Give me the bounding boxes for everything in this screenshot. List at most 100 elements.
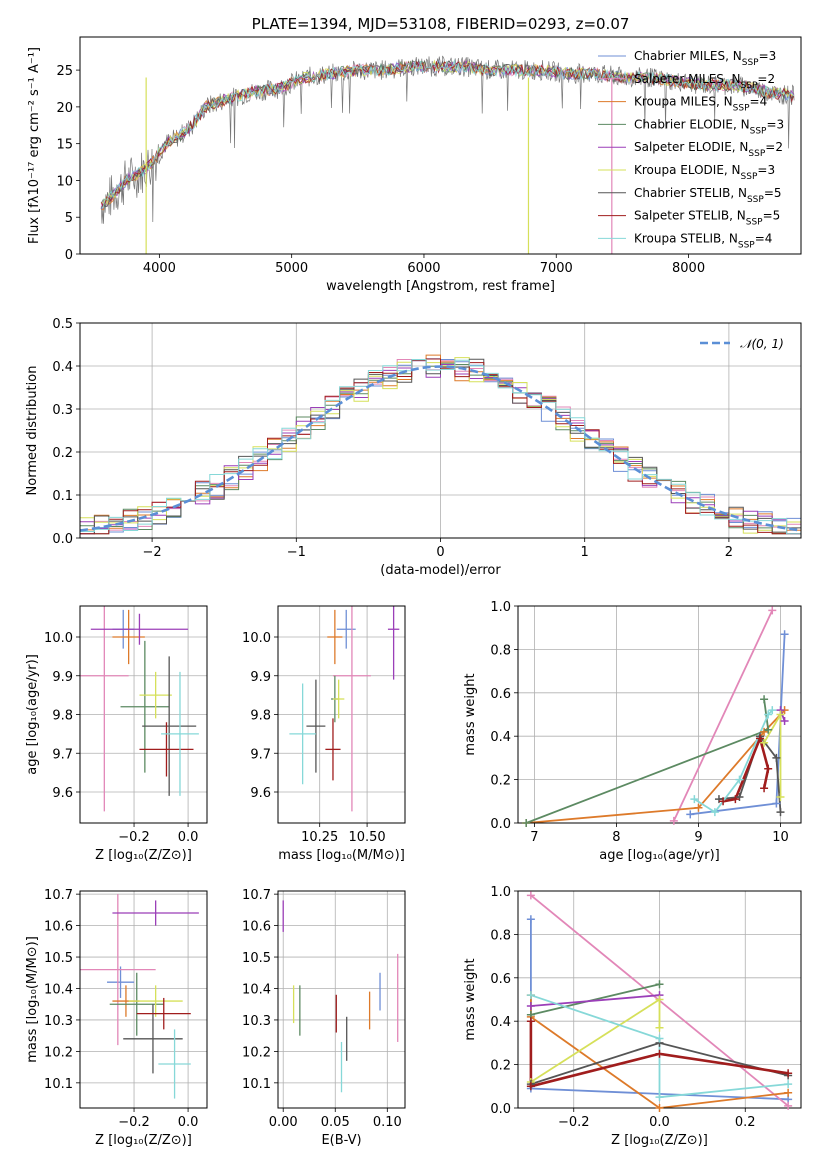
weight-marker-kroupa_stelib [526, 991, 535, 1000]
gridlines [80, 606, 207, 823]
weight-line-salpeter_stelib [529, 1021, 789, 1088]
weight-marker-salpeter_stelib [784, 1069, 793, 1078]
weight-marker-chabrier_stelib [735, 792, 744, 801]
legend-label-kroupa_miles: Kroupa MILES, NSSP=4 [634, 95, 767, 114]
x-tick-label: 6000 [407, 261, 440, 276]
y-tick-label: 0.6 [490, 972, 511, 987]
y-tick-label: 10.6 [242, 920, 271, 935]
weight-marker-kroupa_miles [760, 727, 769, 736]
weight-marker-kroupa_miles [784, 1088, 793, 1097]
y-tick-label: 25 [56, 64, 73, 79]
weight-line-kroupa_miles [526, 709, 786, 823]
x-tick-label: 10 [772, 830, 789, 845]
y-tick-label: 0.4 [490, 730, 511, 745]
y-tick-label: 10.0 [242, 631, 271, 646]
y-tick-label: 0.0 [52, 532, 73, 547]
weight-marker-kroupa_miles [694, 803, 703, 812]
weight-marker-chabrier_elodie [764, 725, 773, 734]
weight-marker-salpeter_stelib [526, 1017, 535, 1026]
weight-marker-chabrier_elodie [760, 695, 769, 704]
y-tick-label: 10.2 [44, 1045, 73, 1060]
legend-label-salpeter_miles: Salpeter MILES, NSSP=2 [634, 72, 775, 91]
x-tick-label: 5000 [275, 261, 308, 276]
weight-marker-salpeter_elodie [780, 717, 789, 726]
legend-label-chabrier_stelib: Chabrier STELIB, NSSP=5 [634, 186, 782, 205]
mass-vs-extinction-panel: 0.00 0.05 0.10 10.1 10.2 10.3 10.4 10.5 10.6 10.7… [242, 888, 406, 1148]
x-axis-label: Z [log₁₀(Z/Z⊙)] [95, 1133, 192, 1148]
x-tick-label: 7 [530, 830, 538, 845]
plot-area [525, 609, 786, 823]
x-tick-label: 0.2 [735, 1115, 756, 1130]
y-axis-label: Flux [fλ10⁻¹⁷ erg cm⁻² s⁻¹ A⁻¹] [27, 47, 42, 244]
y-tick-label: 10.2 [242, 1045, 271, 1060]
mass-weight-vs-metallicity-panel: −0.2 0.0 0.2 0.0 0.2 0.4 0.6 0.8 1.0 Z [log₁₀(Z/Z… [463, 885, 802, 1148]
plot-area [100, 55, 795, 254]
weight-line-salpeter_elodie [530, 994, 660, 1007]
y-tick-label: 1.0 [490, 885, 511, 900]
axes-frame [277, 890, 406, 1109]
weight-marker-salpeter_stelib [719, 797, 728, 806]
y-tick-label: 0 [65, 248, 73, 263]
y-tick-label: 0.2 [490, 774, 511, 789]
x-tick-label: 9 [694, 830, 702, 845]
legend-label-salpeter_elodie: Salpeter ELODIE, NSSP=2 [634, 140, 783, 159]
x-tick-label: 10.25 [301, 830, 338, 845]
x-axis-label: Z [log₁₀(Z/Z⊙)] [95, 848, 192, 863]
axes-frame [277, 605, 406, 824]
weight-marker-kroupa_elodie [655, 995, 664, 1004]
y-tick-label: 0.8 [490, 643, 511, 658]
y-tick-label: 9.7 [250, 747, 271, 762]
legend-label-normal: 𝒩(0, 1) [740, 337, 784, 351]
x-tick-label: 0.0 [178, 1115, 199, 1130]
x-tick-label: 7000 [540, 261, 573, 276]
y-tick-label: 10.5 [242, 951, 271, 966]
weight-marker-salpeter_stelib [760, 784, 769, 793]
weight-marker-salpeter_stelib [526, 1082, 535, 1091]
x-tick-label: 4000 [143, 261, 176, 276]
y-tick-label: 10.0 [44, 631, 73, 646]
weight-marker-salpeter_miles [768, 606, 777, 615]
weight-marker-chabrier_miles [780, 630, 789, 639]
x-tick-label: 8 [612, 830, 620, 845]
x-tick-label: 2 [725, 545, 733, 560]
x-tick-label: 0.0 [649, 1115, 670, 1130]
y-tick-label: 9.8 [250, 709, 271, 724]
weight-marker-kroupa_stelib [655, 1093, 664, 1102]
y-tick-label: 0.2 [490, 1059, 511, 1074]
y-tick-label: 10.1 [44, 1077, 73, 1092]
plot-area [289, 606, 400, 812]
weight-marker-chabrier_elodie [522, 819, 531, 827]
plot-area [282, 900, 399, 1093]
y-tick-label: 0.4 [52, 360, 73, 375]
x-tick-label: 0.00 [269, 1115, 298, 1130]
x-axis-label: Z [log₁₀(Z/Z⊙)] [611, 1133, 708, 1148]
weight-marker-kroupa_stelib [784, 1080, 793, 1089]
x-axis-label: wavelength [Angstrom, rest frame] [326, 279, 555, 294]
age-vs-mass-panel: 10.25 10.50 9.6 9.7 9.8 9.9 10.0 mass [log₁₀(M/… [242, 605, 406, 863]
weight-line-salpeter_miles [673, 609, 774, 822]
axes-frame [79, 605, 208, 824]
axes-frame [79, 322, 802, 539]
y-tick-label: 10.7 [44, 888, 73, 903]
weight-marker-chabrier_miles [772, 799, 781, 808]
y-tick-label: 20 [56, 101, 73, 116]
spectrum-panel: 4000 5000 6000 7000 8000 0 5 10 15 20 25 wavelength… [27, 15, 802, 294]
y-tick-label: 0.2 [52, 446, 73, 461]
weight-marker-kroupa_stelib [710, 808, 719, 817]
y-tick-label: 0.0 [490, 817, 511, 832]
legend-label-chabrier_miles: Chabrier MILES, NSSP=3 [634, 49, 776, 68]
plot-area [80, 354, 801, 535]
weight-marker-kroupa_miles [655, 1104, 664, 1112]
axes-frame [79, 36, 802, 255]
weight-marker-salpeter_stelib [655, 1049, 664, 1058]
y-tick-label: 9.6 [250, 786, 271, 801]
normal-distribution-curve [80, 365, 801, 532]
legend-label-kroupa_stelib: Kroupa STELIB, NSSP=4 [634, 231, 772, 250]
y-tick-label: 10.4 [242, 982, 271, 997]
y-tick-label: 10.4 [44, 982, 73, 997]
weight-marker-chabrier_stelib [714, 795, 723, 804]
x-tick-label: −0.2 [118, 1115, 150, 1130]
y-tick-label: 10.7 [242, 888, 271, 903]
weight-marker-salpeter_stelib [764, 764, 773, 773]
